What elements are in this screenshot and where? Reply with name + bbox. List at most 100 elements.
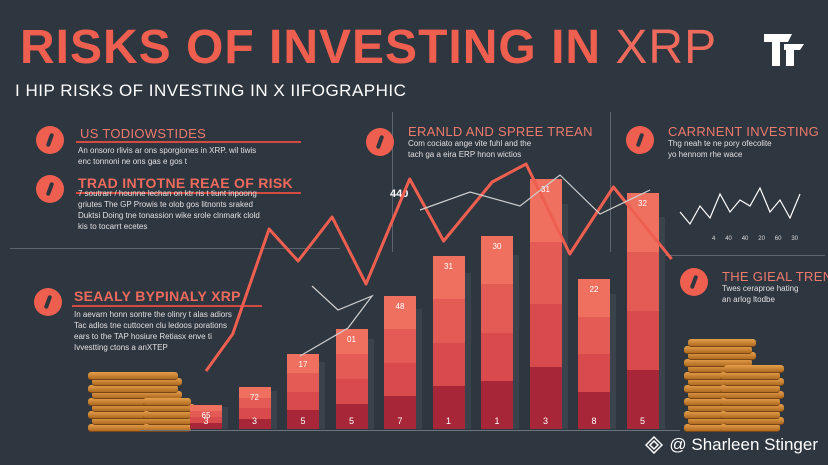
bar-segment bbox=[287, 372, 319, 392]
chart-bar: 30 1 bbox=[481, 236, 513, 429]
chart-bar: 48 7 bbox=[384, 296, 416, 429]
bar-top-label: 72 bbox=[250, 393, 259, 402]
bar-top-label: 30 bbox=[492, 242, 502, 251]
divider bbox=[665, 255, 825, 256]
bar-segment bbox=[529, 179, 562, 242]
bar-category-label: 5 bbox=[348, 416, 354, 426]
bar-shadow bbox=[656, 216, 665, 429]
bar-shadow bbox=[608, 294, 616, 429]
bar-segment bbox=[481, 284, 513, 333]
section-text-current: Thg neah te ne pory ofecolite yo hennom … bbox=[668, 139, 772, 159]
bar-category-label: 3 bbox=[251, 416, 257, 426]
mini-tick: 60 bbox=[774, 236, 782, 242]
bar-segment bbox=[190, 417, 222, 423]
pen-icon bbox=[626, 126, 654, 154]
section-heading-early: SEAALY BYPINALY XRP bbox=[74, 288, 241, 304]
section-heading-current: CARRNENT INVESTING bbox=[668, 124, 820, 139]
mini-tick: 40 bbox=[741, 236, 749, 242]
pen-icon bbox=[366, 128, 394, 156]
bar-segment bbox=[238, 387, 271, 398]
bar-top-label: 31 bbox=[444, 262, 453, 271]
coin bbox=[684, 345, 752, 354]
coin bbox=[684, 371, 752, 380]
bar-segment bbox=[384, 362, 416, 396]
bar-segment bbox=[238, 408, 271, 419]
bar-shadow bbox=[414, 309, 422, 429]
mini-tick: 20 bbox=[758, 236, 765, 242]
coin bbox=[92, 417, 182, 425]
bar-shadow bbox=[365, 339, 374, 429]
coin bbox=[143, 423, 191, 432]
bar-segment bbox=[384, 395, 416, 429]
bar-segment bbox=[626, 370, 659, 429]
bar-category-label: 3 bbox=[542, 416, 548, 426]
bar-category-label: 3 bbox=[203, 416, 209, 426]
section-text-digital: Twes ceraproe hating an arlog ltodbe bbox=[722, 284, 799, 304]
bar-segment bbox=[432, 385, 465, 429]
coin bbox=[720, 384, 780, 393]
coin bbox=[88, 423, 178, 432]
pen-icon bbox=[34, 288, 62, 316]
chart-bar: 22 8 bbox=[578, 279, 610, 429]
page-title: RISKS OF INVESTING IN XRP bbox=[20, 21, 718, 74]
section-heading-us: US TODIOWSTIDES bbox=[80, 126, 207, 141]
coin bbox=[143, 410, 191, 419]
coin bbox=[684, 423, 752, 432]
bar-segment bbox=[578, 391, 610, 429]
pen-icon bbox=[680, 268, 708, 296]
bar-segment bbox=[626, 252, 659, 311]
coin bbox=[724, 365, 784, 373]
bar-segment bbox=[238, 397, 271, 408]
bar-top-label: 22 bbox=[589, 285, 599, 294]
chart-bar: 17 5 bbox=[287, 354, 319, 429]
section-text-early: In aevarn honn sontre the olinry t alas … bbox=[74, 310, 232, 352]
mini-chart-ticks: 4 40 40 20 60 30 bbox=[712, 236, 798, 242]
section-text-trend: Com cociato ange vite fuhl and the tach … bbox=[408, 139, 532, 159]
divider bbox=[76, 192, 301, 194]
coin bbox=[724, 378, 784, 386]
bar-segment bbox=[626, 311, 659, 370]
coin bbox=[88, 371, 178, 380]
section-heading-digital: THE GIEAL TREND bbox=[722, 269, 828, 284]
coin bbox=[724, 417, 784, 425]
coin bbox=[88, 410, 178, 419]
coin bbox=[143, 397, 191, 406]
bar-top-label: 48 bbox=[395, 302, 405, 311]
bar-top-label: 32 bbox=[638, 199, 647, 208]
bar-segment bbox=[287, 410, 319, 429]
coin bbox=[88, 397, 178, 406]
coin bbox=[147, 404, 195, 412]
mini-tick: 4 bbox=[712, 236, 716, 242]
mini-tick: 30 bbox=[791, 236, 798, 242]
coin bbox=[720, 423, 780, 432]
coin bbox=[688, 352, 756, 360]
coin bbox=[724, 404, 784, 412]
coin bbox=[88, 384, 178, 393]
bar-segment bbox=[335, 329, 368, 354]
bar-segment bbox=[578, 354, 610, 392]
bar-segment bbox=[335, 354, 368, 379]
coin bbox=[720, 371, 780, 380]
coin bbox=[684, 358, 752, 367]
mini-tick: 40 bbox=[725, 236, 732, 242]
coin bbox=[92, 391, 182, 399]
coin bbox=[720, 397, 780, 406]
section-heading-trend: ERANLD AND SPREE TREAN bbox=[408, 124, 593, 139]
coin bbox=[92, 378, 182, 386]
bar-segment bbox=[335, 379, 368, 404]
watermark-text: @ Sharleen Stinger bbox=[669, 435, 818, 454]
diamond-icon bbox=[645, 436, 664, 454]
divider bbox=[76, 141, 301, 143]
bar-segment bbox=[529, 304, 562, 367]
bar-segment bbox=[481, 380, 513, 429]
bar-segment bbox=[190, 411, 222, 417]
bar-segment bbox=[190, 405, 222, 411]
coin bbox=[92, 404, 182, 412]
bar-category-label: 8 bbox=[591, 416, 597, 426]
bar-top-label: 31 bbox=[541, 185, 550, 194]
bar-segment bbox=[287, 354, 319, 373]
bar-category-label: 1 bbox=[445, 416, 451, 426]
section-heading-trading: TRAD INTOTNE REAE OF RISK bbox=[78, 175, 293, 191]
bar-segment bbox=[384, 296, 416, 330]
bar-segment bbox=[529, 366, 562, 429]
